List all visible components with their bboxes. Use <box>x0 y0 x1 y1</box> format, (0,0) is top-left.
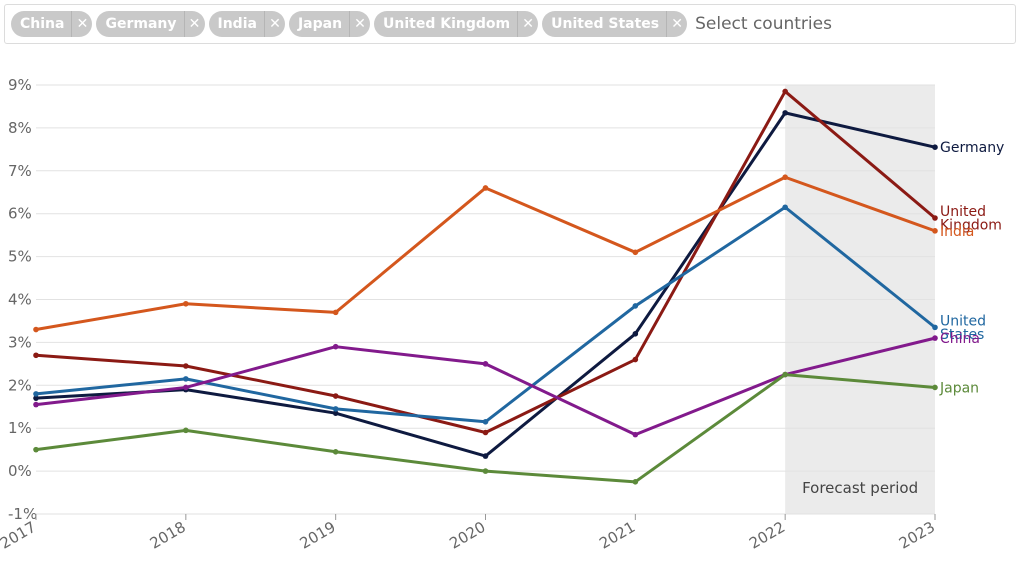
x-tick-label: 2020 <box>446 518 488 553</box>
country-selector[interactable]: China ✕ Germany ✕ India ✕ Japan ✕ United… <box>4 4 1016 44</box>
data-point-united-kingdom[interactable] <box>33 352 39 359</box>
data-point-japan[interactable] <box>332 448 339 455</box>
data-point-united-states[interactable] <box>632 303 639 309</box>
country-search-placeholder[interactable]: Select countries <box>695 14 832 34</box>
y-tick-label: 0% <box>8 462 32 480</box>
data-point-germany[interactable] <box>33 395 39 401</box>
data-point-united-kingdom[interactable] <box>782 88 788 95</box>
y-tick-label: 6% <box>8 205 32 223</box>
data-point-china[interactable] <box>33 401 39 408</box>
data-point-united-kingdom[interactable] <box>632 356 639 363</box>
x-tick-label: 2019 <box>297 518 339 553</box>
chip-india: India ✕ <box>208 11 285 37</box>
data-point-india[interactable] <box>782 174 788 181</box>
y-tick-label: 9% <box>8 76 32 94</box>
series-label-japan: Japan <box>939 380 979 396</box>
x-tick-label: 2022 <box>746 518 788 553</box>
chip-label: India <box>217 16 257 32</box>
x-tick-label: 2021 <box>596 518 638 553</box>
chip-label: Japan <box>297 16 343 32</box>
chip-united-kingdom: United Kingdom ✕ <box>374 11 539 37</box>
data-point-germany[interactable] <box>782 110 788 116</box>
remove-china-icon[interactable]: ✕ <box>71 11 92 37</box>
data-point-india[interactable] <box>632 249 639 256</box>
chip-japan: Japan ✕ <box>288 11 371 37</box>
y-tick-label: 2% <box>8 376 32 394</box>
forecast-label: Forecast period <box>802 479 918 497</box>
chip-germany: Germany ✕ <box>96 11 205 37</box>
chip-label: United Kingdom <box>383 16 511 32</box>
x-tick-label: 2023 <box>896 518 938 553</box>
remove-germany-icon[interactable]: ✕ <box>183 11 205 37</box>
chip-label: United States <box>551 16 660 32</box>
data-point-united-kingdom[interactable] <box>932 215 938 221</box>
data-point-japan[interactable] <box>782 371 788 378</box>
data-point-india[interactable] <box>482 185 489 191</box>
data-point-united-kingdom[interactable] <box>183 363 189 369</box>
data-point-india[interactable] <box>332 309 339 316</box>
remove-united-states-icon[interactable]: ✕ <box>666 11 687 37</box>
data-point-germany[interactable] <box>332 410 339 416</box>
remove-india-icon[interactable]: ✕ <box>263 11 285 37</box>
data-point-japan[interactable] <box>932 384 938 391</box>
x-tick-label: 2017 <box>0 518 39 553</box>
chip-label: Germany <box>105 16 177 32</box>
data-point-china[interactable] <box>332 343 339 350</box>
y-tick-label: 3% <box>8 333 32 351</box>
series-label-china: China <box>940 331 980 347</box>
data-point-china[interactable] <box>183 384 189 391</box>
data-point-united-states[interactable] <box>482 418 489 425</box>
data-point-japan[interactable] <box>632 479 639 485</box>
y-tick-label: 1% <box>8 419 32 437</box>
series-label-india: India <box>940 224 974 240</box>
data-point-india[interactable] <box>932 228 938 234</box>
data-point-india[interactable] <box>33 326 39 333</box>
remove-united-kingdom-icon[interactable]: ✕ <box>517 11 538 37</box>
data-point-india[interactable] <box>183 300 189 307</box>
data-point-united-states[interactable] <box>33 391 39 397</box>
remove-japan-icon[interactable]: ✕ <box>349 11 370 37</box>
chip-china: China ✕ <box>11 11 93 37</box>
chip-united-states: United States ✕ <box>542 11 688 37</box>
y-tick-label: 4% <box>8 291 32 309</box>
data-point-germany[interactable] <box>932 144 938 151</box>
y-tick-label: -1% <box>8 505 37 523</box>
data-point-china[interactable] <box>932 335 938 341</box>
x-tick-label: 2018 <box>147 518 189 553</box>
data-point-china[interactable] <box>632 431 639 438</box>
data-point-germany[interactable] <box>482 453 489 459</box>
data-point-united-states[interactable] <box>332 406 339 412</box>
y-tick-label: 5% <box>8 248 32 266</box>
chip-label: China <box>20 16 65 32</box>
data-point-germany[interactable] <box>632 331 639 337</box>
data-point-china[interactable] <box>482 361 489 367</box>
y-tick-label: 7% <box>8 162 32 180</box>
data-point-japan[interactable] <box>33 446 39 453</box>
data-point-united-states[interactable] <box>782 204 788 211</box>
data-point-united-states[interactable] <box>932 324 938 331</box>
data-point-united-kingdom[interactable] <box>332 393 339 399</box>
data-point-united-states[interactable] <box>183 376 189 382</box>
data-point-united-kingdom[interactable] <box>482 429 489 436</box>
series-label-germany: Germany <box>940 140 1004 156</box>
data-point-japan[interactable] <box>482 468 489 474</box>
data-point-japan[interactable] <box>183 427 189 434</box>
series-label-united-states: United States <box>940 314 986 344</box>
series-label-united-kingdom: United Kingdom <box>940 204 1002 234</box>
y-tick-label: 8% <box>8 119 32 137</box>
